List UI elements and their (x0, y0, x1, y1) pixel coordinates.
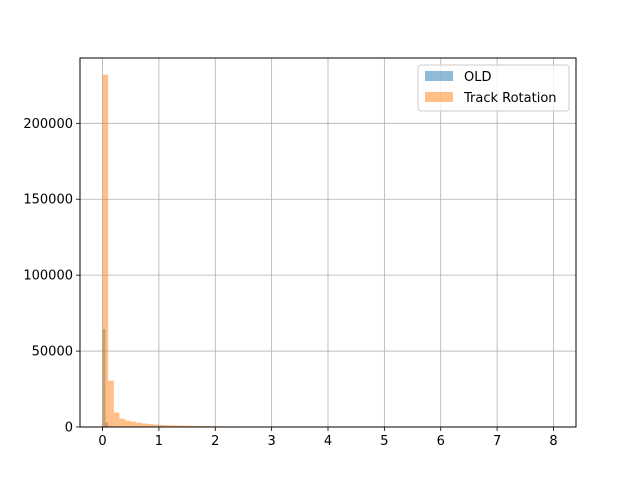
x-tick-label: 2 (211, 434, 219, 449)
bar-track-rotation (142, 423, 148, 427)
x-tick-label: 5 (380, 434, 388, 449)
legend-box (417, 64, 570, 112)
bar-track-rotation (175, 425, 182, 427)
bar-track-rotation (170, 425, 176, 427)
y-tick-label: 100000 (23, 269, 73, 284)
grid-lines (80, 58, 576, 428)
bar-track-rotation (119, 418, 126, 427)
bar-track-rotation (108, 380, 114, 427)
x-axis-ticks: 0 1 2 3 4 5 6 7 8 (98, 427, 558, 449)
y-tick-label: 50000 (32, 345, 73, 360)
bar-track-rotation (192, 425, 199, 427)
x-tick-label: 4 (324, 434, 332, 449)
legend-swatch-old (425, 71, 453, 81)
legend-label-track-rotation: Track Rotation (463, 91, 557, 106)
x-tick-label: 8 (549, 434, 557, 449)
bar-track-rotation (164, 425, 171, 427)
y-tick-label: 200000 (23, 117, 73, 132)
bar-track-rotation (130, 421, 137, 427)
bar-track-rotation (153, 424, 159, 427)
bar-track-rotation (158, 424, 165, 427)
bar-track-rotation (102, 74, 109, 427)
legend-label-old: OLD (464, 70, 492, 85)
bar-track-rotation (113, 412, 120, 427)
legend-swatch-track-rotation (425, 92, 453, 102)
y-tick-label: 150000 (23, 193, 73, 208)
bar-track-rotation (125, 420, 131, 427)
x-tick-label: 0 (98, 434, 106, 449)
y-axis-ticks: 0 50000 100000 150000 200000 (23, 117, 80, 436)
bar-track-rotation (147, 424, 154, 427)
x-tick-label: 7 (493, 434, 501, 449)
x-tick-label: 6 (437, 434, 445, 449)
bar-track-rotation (181, 425, 188, 427)
x-tick-label: 1 (155, 434, 163, 449)
bar-track-rotation (136, 422, 142, 427)
bar-track-rotation (187, 425, 193, 427)
y-tick-label: 0 (65, 421, 73, 436)
legend: OLD Track Rotation (417, 64, 570, 112)
x-tick-label: 3 (267, 434, 275, 449)
